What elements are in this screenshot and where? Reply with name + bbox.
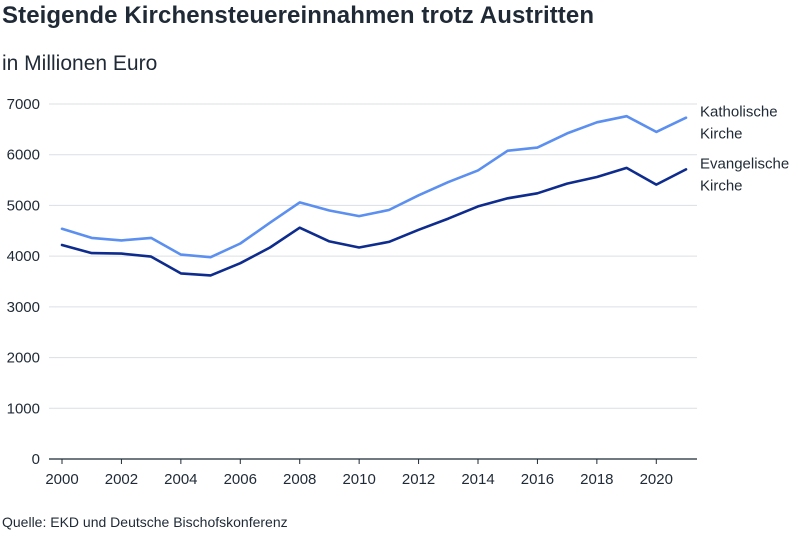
legend-label-0: Katholische Kirche	[700, 104, 778, 143]
gridlines	[49, 103, 697, 460]
x-tick-label: 2014	[461, 471, 494, 488]
x-tick-label: 2020	[640, 471, 673, 488]
source-note: Quelle: EKD und Deutsche Bischofskonfere…	[2, 514, 288, 530]
y-tick-label: 7000	[7, 96, 40, 113]
x-tick-label: 2000	[45, 471, 78, 488]
y-tick-label: 4000	[7, 248, 40, 265]
y-tick-label: 3000	[7, 299, 40, 316]
x-tick-label: 2010	[342, 471, 375, 488]
legend-label-1: Evangelische Kirche	[700, 155, 789, 194]
x-tick-label: 2012	[402, 471, 435, 488]
x-axis-ticks: 2000 2002 2004 2006 2008 2010 2012 2014 2016 2018…	[45, 459, 673, 488]
x-tick-label: 2018	[580, 471, 613, 488]
y-tick-label: 6000	[7, 147, 40, 164]
series-line-0	[60, 114, 688, 259]
legend: Katholische Kirche Evangelische Kirche	[700, 104, 789, 195]
x-tick-label: 2004	[164, 471, 197, 488]
x-tick-label: 2016	[521, 471, 554, 488]
chart-subtitle: in Millionen Euro	[2, 52, 158, 75]
x-tick-label: 2002	[105, 471, 138, 488]
y-tick-label: 5000	[7, 197, 40, 214]
y-tick-label: 2000	[7, 350, 40, 367]
series-lines	[60, 114, 688, 277]
y-tick-label: 1000	[7, 400, 40, 417]
x-tick-label: 2008	[283, 471, 316, 488]
y-tick-label: 0	[32, 451, 40, 468]
x-tick-label: 2006	[224, 471, 257, 488]
chart-title: Steigende Kirchensteuereinnahmen trotz A…	[2, 2, 595, 29]
y-axis-ticks: 0 1000 2000 3000 4000 5000 6000 7000	[7, 96, 40, 468]
series-line-1	[60, 166, 688, 277]
